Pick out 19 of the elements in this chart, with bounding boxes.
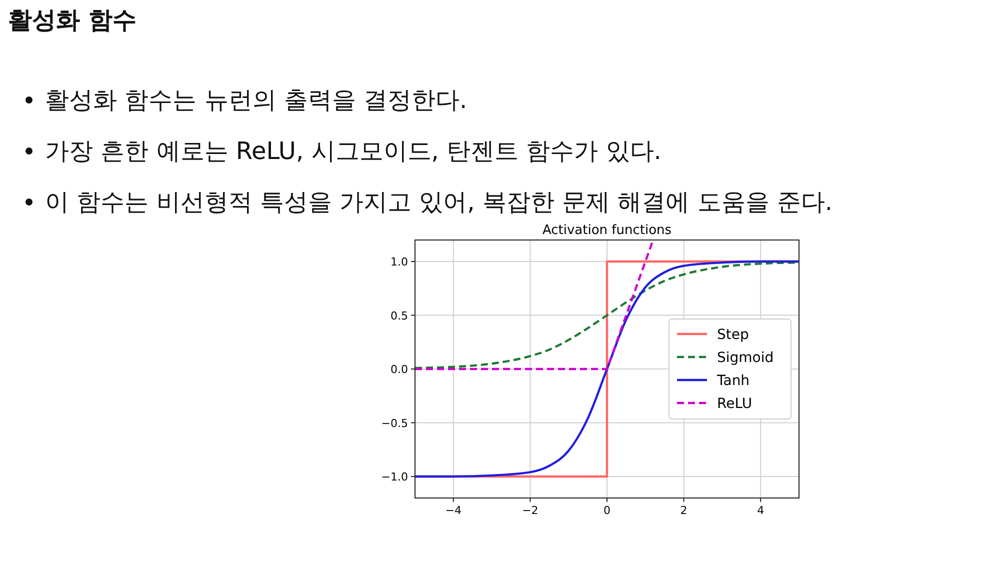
x-tick-label: 4 <box>757 504 764 517</box>
chart-title: Activation functions <box>542 223 672 238</box>
text: 활성화 함수 <box>8 6 136 34</box>
text: 이 함수는 비선형적 특성을 가지고 있어, 복잡한 문제 해결에 도움을 준다. <box>45 188 833 216</box>
y-tick-label: 0.0 <box>390 363 408 376</box>
legend-label: ReLU <box>717 396 752 412</box>
y-tick-label: 1.0 <box>390 256 408 268</box>
legend-label: Tanh <box>716 373 750 389</box>
y-tick-label: −1.0 <box>381 470 408 484</box>
x-tick-label: −2 <box>522 504 538 517</box>
y-tick-label: 0.5 <box>390 309 408 322</box>
x-tick-label: −4 <box>445 504 462 517</box>
x-tick-label: 0 <box>604 504 610 517</box>
legend-label: Sigmoid <box>717 350 774 366</box>
y-tick-label: −0.5 <box>381 416 408 430</box>
x-tick-label: 2 <box>680 504 688 517</box>
text: 가장 흔한 예로는 ReLU, 시그모이드, 탄젠트 함수가 있다. <box>45 137 662 165</box>
text: 활성화 함수는 뉴런의 출력을 결정한다. <box>45 86 468 114</box>
legend-label: Step <box>717 327 749 343</box>
